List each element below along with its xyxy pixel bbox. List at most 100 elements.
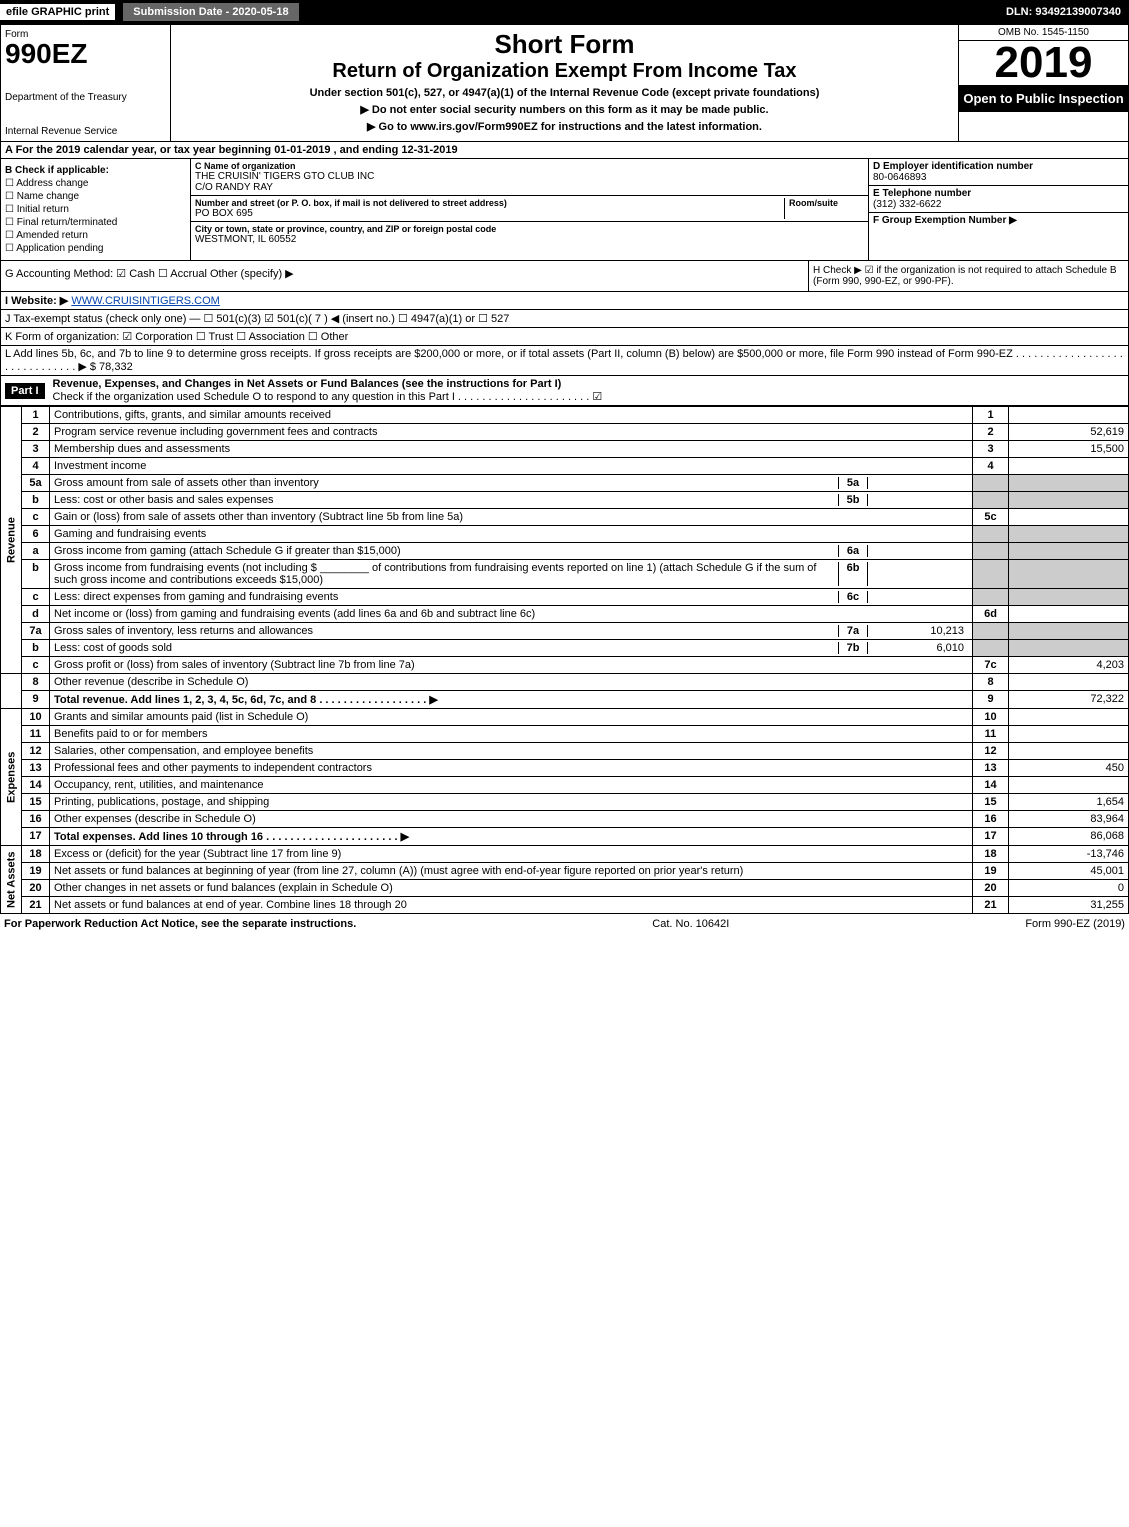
l19-n: 19 bbox=[22, 863, 50, 880]
l11-n: 11 bbox=[22, 726, 50, 743]
l5b-vs bbox=[1009, 492, 1129, 509]
l19-v: 45,001 bbox=[1009, 863, 1129, 880]
l13-d: Professional fees and other payments to … bbox=[50, 760, 973, 777]
l6c-vs bbox=[1009, 589, 1129, 606]
l7a-vs bbox=[1009, 623, 1129, 640]
part1-header: Part I Revenue, Expenses, and Changes in… bbox=[0, 376, 1129, 406]
l5b-desc: Less: cost or other basis and sales expe… bbox=[54, 494, 838, 506]
l5b-d: Less: cost or other basis and sales expe… bbox=[50, 492, 973, 509]
l1-n: 1 bbox=[22, 407, 50, 424]
l1-d: Contributions, gifts, grants, and simila… bbox=[50, 407, 973, 424]
b-opt-initial[interactable]: ☐ Initial return bbox=[5, 204, 186, 215]
b-opt-final[interactable]: ☐ Final return/terminated bbox=[5, 217, 186, 228]
tax-year: 2019 bbox=[959, 41, 1128, 85]
l13-n: 13 bbox=[22, 760, 50, 777]
l14-d: Occupancy, rent, utilities, and maintena… bbox=[50, 777, 973, 794]
l6c-rs bbox=[973, 589, 1009, 606]
l5a-d: Gross amount from sale of assets other t… bbox=[50, 475, 973, 492]
l11-d: Benefits paid to or for members bbox=[50, 726, 973, 743]
l6b-sv bbox=[868, 562, 968, 586]
i-label: I Website: ▶ bbox=[5, 295, 68, 307]
l7c-d: Gross profit or (loss) from sales of inv… bbox=[50, 657, 973, 674]
l14-r: 14 bbox=[973, 777, 1009, 794]
l20-n: 20 bbox=[22, 880, 50, 897]
efile-label[interactable]: efile GRAPHIC print bbox=[0, 4, 115, 20]
l9-n: 9 bbox=[22, 691, 50, 709]
section-b: B Check if applicable: ☐ Address change … bbox=[1, 159, 191, 260]
l13-v: 450 bbox=[1009, 760, 1129, 777]
l5c-r: 5c bbox=[973, 509, 1009, 526]
l6a-vs bbox=[1009, 543, 1129, 560]
l20-d: Other changes in net assets or fund bala… bbox=[50, 880, 973, 897]
l5a-vs bbox=[1009, 475, 1129, 492]
b-opt-address[interactable]: ☐ Address change bbox=[5, 178, 186, 189]
l6b-n: b bbox=[22, 560, 50, 589]
org-name: THE CRUISIN' TIGERS GTO CLUB INC bbox=[195, 171, 864, 182]
l6-rs bbox=[973, 526, 1009, 543]
l5b-sv bbox=[868, 494, 968, 506]
netassets-side-label: Net Assets bbox=[1, 846, 22, 914]
section-def: D Employer identification number 80-0646… bbox=[868, 159, 1128, 260]
l18-n: 18 bbox=[22, 846, 50, 863]
footer-form: Form 990-EZ (2019) bbox=[1025, 918, 1125, 930]
l4-r: 4 bbox=[973, 458, 1009, 475]
website-link[interactable]: WWW.CRUISINTIGERS.COM bbox=[71, 295, 220, 307]
l21-v: 31,255 bbox=[1009, 897, 1129, 914]
l6b-rs bbox=[973, 560, 1009, 589]
l18-d: Excess or (deficit) for the year (Subtra… bbox=[50, 846, 973, 863]
line-g: G Accounting Method: ☑ Cash ☐ Accrual Ot… bbox=[1, 261, 808, 291]
l6a-sn: 6a bbox=[838, 545, 868, 557]
l16-r: 16 bbox=[973, 811, 1009, 828]
l16-n: 16 bbox=[22, 811, 50, 828]
l6b-sn: 6b bbox=[838, 562, 868, 586]
l5a-rs bbox=[973, 475, 1009, 492]
under-section: Under section 501(c), 527, or 4947(a)(1)… bbox=[179, 87, 950, 99]
l6d-v bbox=[1009, 606, 1129, 623]
l15-d: Printing, publications, postage, and shi… bbox=[50, 794, 973, 811]
c-name-label: C Name of organization bbox=[195, 161, 864, 171]
open-to-public: Open to Public Inspection bbox=[959, 85, 1128, 112]
l7b-sn: 7b bbox=[838, 642, 868, 654]
l10-r: 10 bbox=[973, 709, 1009, 726]
l7b-sv: 6,010 bbox=[868, 642, 968, 654]
b-label: B Check if applicable: bbox=[5, 165, 186, 176]
return-title: Return of Organization Exempt From Incom… bbox=[179, 60, 950, 83]
b-opt-pending[interactable]: ☐ Application pending bbox=[5, 243, 186, 254]
l12-v bbox=[1009, 743, 1129, 760]
l6d-n: d bbox=[22, 606, 50, 623]
b-opt-name[interactable]: ☐ Name change bbox=[5, 191, 186, 202]
l6b-desc: Gross income from fundraising events (no… bbox=[54, 562, 838, 586]
l1-r: 1 bbox=[973, 407, 1009, 424]
l7b-vs bbox=[1009, 640, 1129, 657]
l12-d: Salaries, other compensation, and employ… bbox=[50, 743, 973, 760]
l17-v: 86,068 bbox=[1009, 828, 1129, 846]
l13-r: 13 bbox=[973, 760, 1009, 777]
l21-r: 21 bbox=[973, 897, 1009, 914]
b-opt-amended[interactable]: ☐ Amended return bbox=[5, 230, 186, 241]
l18-v: -13,746 bbox=[1009, 846, 1129, 863]
section-c: C Name of organization THE CRUISIN' TIGE… bbox=[191, 159, 868, 260]
l8-n: 8 bbox=[22, 674, 50, 691]
part1-title: Revenue, Expenses, and Changes in Net As… bbox=[53, 378, 603, 390]
footer-catno: Cat. No. 10642I bbox=[652, 918, 729, 930]
l17-r: 17 bbox=[973, 828, 1009, 846]
entity-block: B Check if applicable: ☐ Address change … bbox=[0, 159, 1129, 261]
l4-v bbox=[1009, 458, 1129, 475]
l5c-n: c bbox=[22, 509, 50, 526]
gh-row: G Accounting Method: ☑ Cash ☐ Accrual Ot… bbox=[0, 261, 1129, 292]
line-l: L Add lines 5b, 6c, and 7b to line 9 to … bbox=[0, 346, 1129, 376]
l10-d: Grants and similar amounts paid (list in… bbox=[50, 709, 973, 726]
c-city-label: City or town, state or province, country… bbox=[195, 224, 864, 234]
l6-n: 6 bbox=[22, 526, 50, 543]
l4-d: Investment income bbox=[50, 458, 973, 475]
irs-label: Internal Revenue Service bbox=[5, 126, 166, 137]
dept-treasury: Department of the Treasury bbox=[5, 92, 166, 103]
org-street: PO BOX 695 bbox=[195, 208, 784, 219]
f-label: F Group Exemption Number ▶ bbox=[873, 215, 1124, 226]
l5c-v bbox=[1009, 509, 1129, 526]
l6d-d: Net income or (loss) from gaming and fun… bbox=[50, 606, 973, 623]
part1-check: Check if the organization used Schedule … bbox=[53, 390, 603, 403]
lines-table: Revenue 1 Contributions, gifts, grants, … bbox=[0, 406, 1129, 914]
l3-n: 3 bbox=[22, 441, 50, 458]
l9-v: 72,322 bbox=[1009, 691, 1129, 709]
